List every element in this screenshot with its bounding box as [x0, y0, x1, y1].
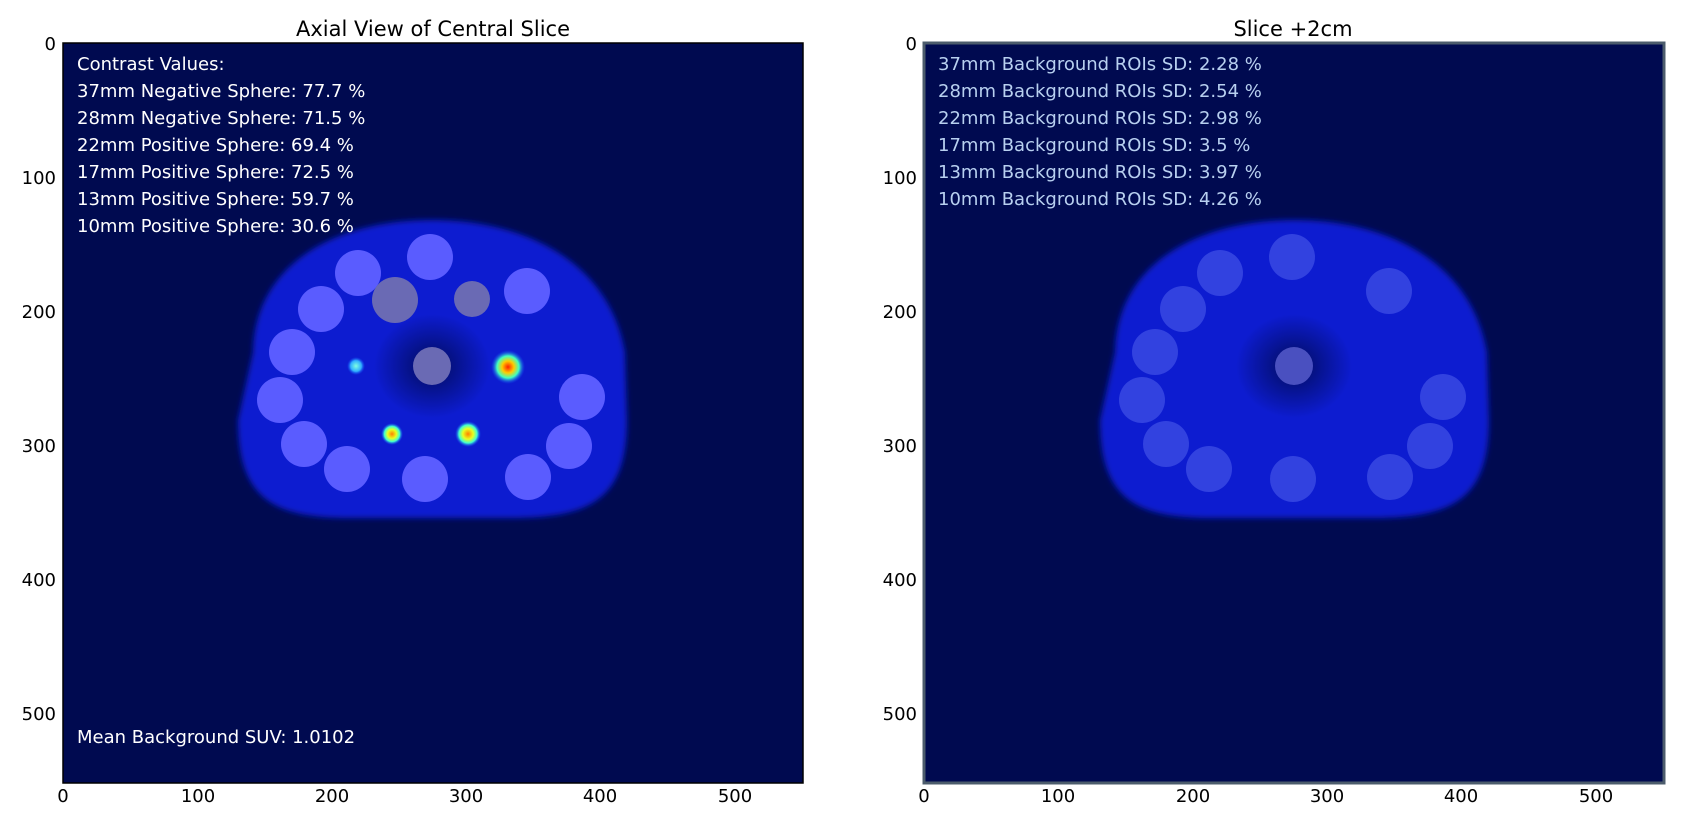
- right-y-axis: 0 100 200 300 400 500: [883, 34, 917, 725]
- annotation-line: 10mm Positive Sphere: 30.6 %: [77, 216, 354, 237]
- roi-circle: [1186, 446, 1232, 492]
- y-tick-label: 200: [883, 302, 917, 323]
- y-tick-label: 500: [22, 704, 56, 725]
- x-tick-label: 500: [1579, 786, 1613, 807]
- roi-circle: [1420, 374, 1466, 420]
- roi-circle: [281, 421, 327, 467]
- x-tick-label: 0: [57, 786, 68, 807]
- right-center-insert: [1275, 347, 1313, 385]
- roi-circle: [335, 250, 381, 296]
- roi-circle: [1269, 234, 1315, 280]
- roi-circle: [1197, 250, 1243, 296]
- right-panel: Slice +2cm 37mm Back: [883, 17, 1666, 807]
- right-x-axis: 0 100 200 300 400 500: [918, 786, 1613, 807]
- roi-circle: [559, 374, 605, 420]
- y-tick-label: 300: [22, 436, 56, 457]
- right-roi-circles: [1119, 234, 1466, 502]
- annotation-line: 28mm Background ROIs SD: 2.54 %: [938, 81, 1262, 102]
- right-axes-frame: [922, 41, 1666, 785]
- y-tick-label: 100: [883, 168, 917, 189]
- roi-circle: [1119, 377, 1165, 423]
- roi-circle: [1407, 423, 1453, 469]
- x-tick-label: 300: [449, 786, 483, 807]
- y-tick-label: 500: [883, 704, 917, 725]
- left-panel-title: Axial View of Central Slice: [296, 17, 570, 41]
- annotation-line: 17mm Background ROIs SD: 3.5 %: [938, 135, 1250, 156]
- x-tick-label: 500: [718, 786, 752, 807]
- annotation-line: 13mm Background ROIs SD: 3.97 %: [938, 162, 1262, 183]
- left-hot-sphere-10mm: [347, 357, 365, 375]
- left-footer-annotation: Mean Background SUV: 1.0102: [77, 727, 355, 748]
- right-panel-title: Slice +2cm: [1233, 17, 1352, 41]
- left-hot-sphere-22mm: [491, 350, 525, 384]
- roi-circle: [1132, 329, 1178, 375]
- roi-circle: [505, 454, 551, 500]
- roi-circle: [1366, 268, 1412, 314]
- y-tick-label: 300: [883, 436, 917, 457]
- left-negative-sphere-28mm: [454, 281, 490, 317]
- roi-circle: [1160, 286, 1206, 332]
- annotation-line: 10mm Background ROIs SD: 4.26 %: [938, 189, 1262, 210]
- roi-circle: [324, 446, 370, 492]
- roi-circle: [402, 456, 448, 502]
- left-hot-sphere-13mm: [381, 423, 403, 445]
- x-tick-label: 400: [1444, 786, 1478, 807]
- left-hot-sphere-17mm: [455, 421, 481, 447]
- left-x-axis: 0 100 200 300 400 500: [57, 786, 752, 807]
- roi-circle: [407, 234, 453, 280]
- left-annotations: Contrast Values: 37mm Negative Sphere: 7…: [77, 54, 365, 748]
- roi-circle: [504, 268, 550, 314]
- x-tick-label: 100: [181, 786, 215, 807]
- annotation-line: 22mm Positive Sphere: 69.4 %: [77, 135, 354, 156]
- y-tick-label: 0: [45, 34, 56, 55]
- annotation-line: 28mm Negative Sphere: 71.5 %: [77, 108, 365, 129]
- y-tick-label: 200: [22, 302, 56, 323]
- annotation-line: 37mm Background ROIs SD: 2.28 %: [938, 54, 1262, 75]
- x-tick-label: 200: [315, 786, 349, 807]
- x-tick-label: 200: [1176, 786, 1210, 807]
- roi-circle: [546, 423, 592, 469]
- annotation-line: Contrast Values:: [77, 54, 225, 75]
- left-roi-circles: [257, 234, 605, 502]
- x-tick-label: 400: [583, 786, 617, 807]
- annotation-line: 37mm Negative Sphere: 77.7 %: [77, 81, 365, 102]
- x-tick-label: 0: [918, 786, 929, 807]
- left-panel: Axial View of Central Slice: [22, 17, 804, 807]
- annotation-line: 17mm Positive Sphere: 72.5 %: [77, 162, 354, 183]
- x-tick-label: 100: [1041, 786, 1075, 807]
- roi-circle: [1143, 421, 1189, 467]
- annotation-line: 22mm Background ROIs SD: 2.98 %: [938, 108, 1262, 129]
- annotation-line: 13mm Positive Sphere: 59.7 %: [77, 189, 354, 210]
- roi-circle: [1367, 454, 1413, 500]
- roi-circle: [298, 286, 344, 332]
- left-y-axis: 0 100 200 300 400 500: [22, 34, 56, 725]
- y-tick-label: 400: [22, 570, 56, 591]
- roi-circle: [257, 377, 303, 423]
- roi-circle: [1270, 456, 1316, 502]
- left-negative-sphere-37mm: [372, 277, 418, 323]
- left-center-insert: [413, 347, 451, 385]
- y-tick-label: 100: [22, 168, 56, 189]
- left-axes-frame: [62, 42, 804, 784]
- x-tick-label: 300: [1310, 786, 1344, 807]
- y-tick-label: 0: [906, 34, 917, 55]
- y-tick-label: 400: [883, 570, 917, 591]
- right-annotations: 37mm Background ROIs SD: 2.28 % 28mm Bac…: [938, 54, 1262, 210]
- roi-circle: [269, 329, 315, 375]
